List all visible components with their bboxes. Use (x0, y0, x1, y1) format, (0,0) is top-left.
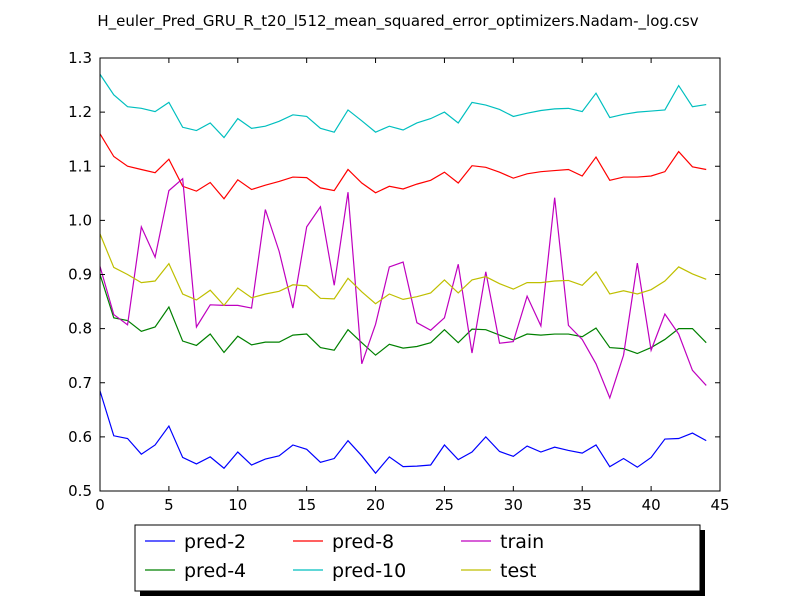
x-tick-label: 35 (573, 496, 592, 514)
plot-frame (99, 57, 721, 492)
y-tick-label: 1.0 (68, 211, 92, 229)
series-line-train (99, 177, 707, 400)
x-tick-label: 5 (164, 496, 174, 514)
legend-box (134, 524, 701, 592)
x-tick-label: 0 (95, 496, 105, 514)
y-tick-label: 1.3 (68, 49, 92, 67)
y-tick-label: 0.8 (68, 320, 92, 338)
legend-label-test: test (500, 560, 537, 582)
series-line-pred-2 (99, 390, 707, 475)
legend: pred-2 pred-4 pred-8 pred-10 train test (134, 524, 705, 596)
y-tick-label: 0.7 (68, 374, 92, 392)
legend-label-pred-10: pred-10 (332, 560, 406, 582)
legend-label-pred-2: pred-2 (184, 531, 246, 553)
y-tick-label: 1.1 (68, 157, 92, 175)
axes-layer: 0 5 10 15 20 25 30 35 40 45 0.5 0.6 0.7 0.8 0.9 1.0 1.1 1… (68, 49, 729, 514)
legend-label-pred-8: pred-8 (332, 531, 394, 553)
chart-title: H_euler_Pred_GRU_R_t20_l512_mean_squared… (97, 12, 698, 31)
y-tick-label: 0.9 (68, 266, 92, 284)
y-tick-label: 1.2 (68, 103, 92, 121)
x-tick-label: 20 (366, 496, 385, 514)
series-line-pred-10 (99, 73, 707, 139)
series-line-test (99, 233, 707, 307)
series-layer (99, 73, 707, 475)
series-line-pred-8 (99, 133, 707, 200)
y-tick-label: 0.5 (68, 482, 92, 500)
x-tick-label: 25 (435, 496, 454, 514)
x-tick-label: 30 (504, 496, 523, 514)
x-tick-label: 15 (297, 496, 316, 514)
series-line-pred-4 (99, 274, 707, 356)
legend-label-pred-4: pred-4 (184, 560, 246, 582)
legend-label-train: train (500, 531, 544, 553)
x-tick-label: 10 (228, 496, 247, 514)
x-tick-label: 45 (710, 496, 729, 514)
x-tick-label: 40 (642, 496, 661, 514)
y-tick-label: 0.6 (68, 428, 92, 446)
